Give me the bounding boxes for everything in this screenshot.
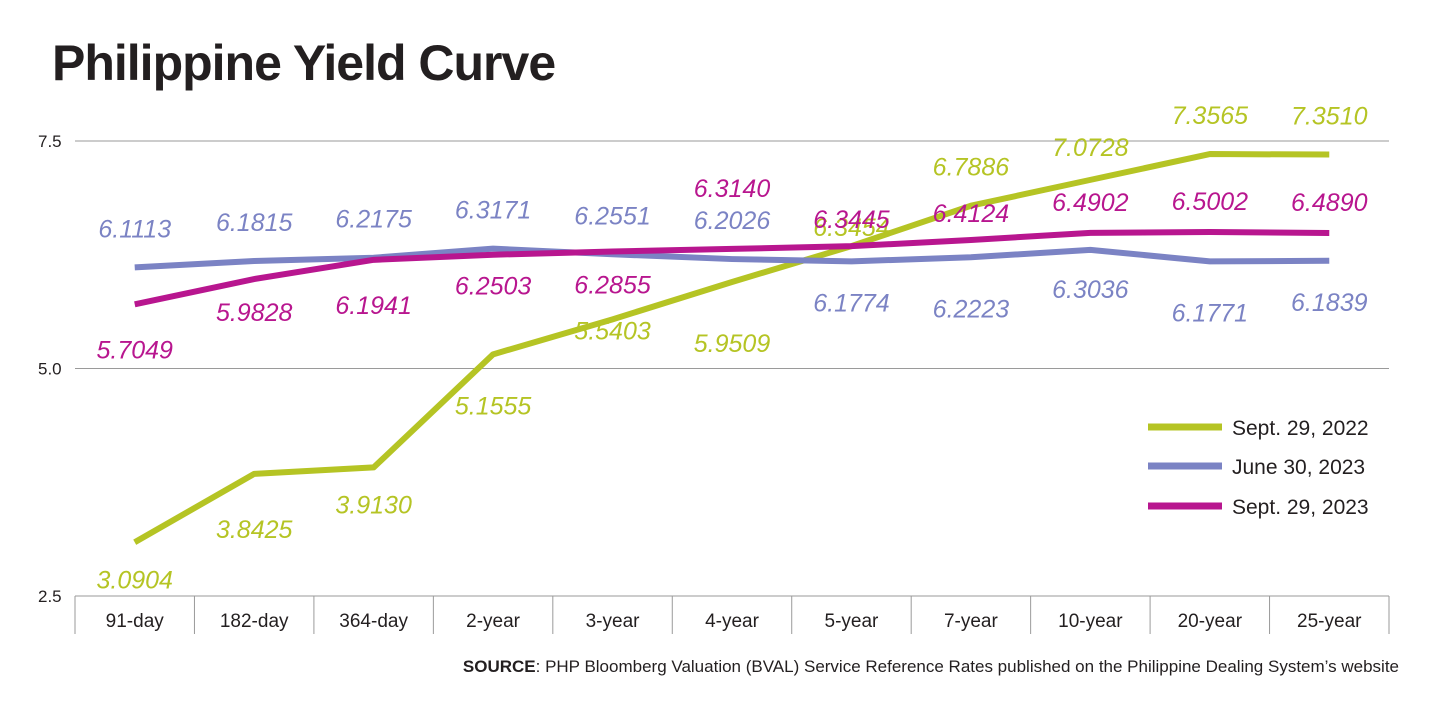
data-label: 6.1839 xyxy=(1291,289,1368,317)
y-tick-label-7.5: 7.5 xyxy=(38,132,62,151)
x-tick-label-4-year: 4-year xyxy=(705,611,760,632)
series-line-0 xyxy=(133,151,1330,545)
chart-title: Philippine Yield Curve xyxy=(52,35,556,91)
data-label: 6.2175 xyxy=(335,206,412,234)
data-label: 3.8425 xyxy=(216,516,293,544)
data-label: 6.1774 xyxy=(813,289,889,317)
legend-label-2: Sept. 29, 2023 xyxy=(1232,496,1369,519)
data-label: 6.2026 xyxy=(694,207,771,235)
data-label: 5.5403 xyxy=(574,317,651,345)
data-label: 6.5002 xyxy=(1172,188,1249,216)
data-label: 5.9509 xyxy=(694,330,771,358)
y-tick-label-2.5: 2.5 xyxy=(38,587,62,606)
source-text: : PHP Bloomberg Valuation (BVAL) Service… xyxy=(535,657,1399,676)
data-label: 6.3036 xyxy=(1052,276,1129,304)
x-tick-label-10-year: 10-year xyxy=(1058,611,1123,632)
gridlines xyxy=(75,140,1389,597)
data-label: 7.3510 xyxy=(1291,103,1368,131)
y-axis: 2.5 5.0 7.5 xyxy=(38,132,62,606)
data-label: 6.2503 xyxy=(455,273,532,301)
x-tick-label-3-year: 3-year xyxy=(586,611,641,632)
data-label: 6.2855 xyxy=(574,272,651,300)
data-label: 6.3140 xyxy=(694,175,771,203)
data-label: 6.2223 xyxy=(933,295,1010,323)
x-tick-label-182-day: 182-day xyxy=(220,611,289,632)
data-label: 6.1815 xyxy=(216,209,293,237)
data-label: 6.3171 xyxy=(455,197,531,225)
legend: Sept. 29, 2022 June 30, 2023 Sept. 29, 202… xyxy=(1148,417,1369,519)
source-prefix: SOURCE xyxy=(462,657,536,676)
series-lines xyxy=(133,151,1330,545)
data-label: 5.1555 xyxy=(455,392,532,420)
data-label: 6.1941 xyxy=(335,292,411,320)
data-label: 6.3445 xyxy=(813,206,890,234)
series-line-1 xyxy=(134,245,1330,271)
data-label: 6.4902 xyxy=(1052,189,1129,217)
x-axis: 91-day 182-day 364-day 2-year 3-year 4-year 5-… xyxy=(74,596,1390,634)
x-tick-label-91-day: 91-day xyxy=(106,611,165,632)
data-label: 6.7886 xyxy=(933,154,1010,182)
data-label: 7.3565 xyxy=(1172,102,1249,130)
data-label: 6.2551 xyxy=(574,202,650,230)
data-label: 6.3454 xyxy=(813,214,889,242)
data-label: 3.0904 xyxy=(96,566,172,594)
data-label: 6.4890 xyxy=(1291,189,1368,217)
source-note: SOURCE: PHP Bloomberg Valuation (BVAL) S… xyxy=(463,657,1399,677)
legend-label-1: June 30, 2023 xyxy=(1232,456,1365,479)
series-line-2 xyxy=(134,228,1330,308)
data-label: 7.0728 xyxy=(1052,134,1129,162)
data-label: 6.1771 xyxy=(1172,299,1248,327)
legend-label-0: Sept. 29, 2022 xyxy=(1232,417,1369,440)
x-tick-label-20-year: 20-year xyxy=(1178,611,1243,632)
x-tick-label-25-year: 25-year xyxy=(1297,611,1362,632)
data-label: 6.4124 xyxy=(933,200,1009,228)
data-label: 5.7049 xyxy=(96,336,173,364)
x-tick-label-2-year: 2-year xyxy=(466,611,521,632)
y-tick-label-5.0: 5.0 xyxy=(38,360,62,379)
data-label: 6.1113 xyxy=(98,215,171,243)
data-label: 5.9828 xyxy=(216,299,293,327)
x-tick-label-7-year: 7-year xyxy=(944,611,999,632)
x-tick-label-364-day: 364-day xyxy=(339,611,408,632)
x-tick-label-5-year: 5-year xyxy=(825,611,880,632)
data-labels: 3.0904 3.8425 3.9130 5.1555 5.5403 5.9509 6.34… xyxy=(96,102,1367,594)
data-label: 3.9130 xyxy=(335,491,412,519)
